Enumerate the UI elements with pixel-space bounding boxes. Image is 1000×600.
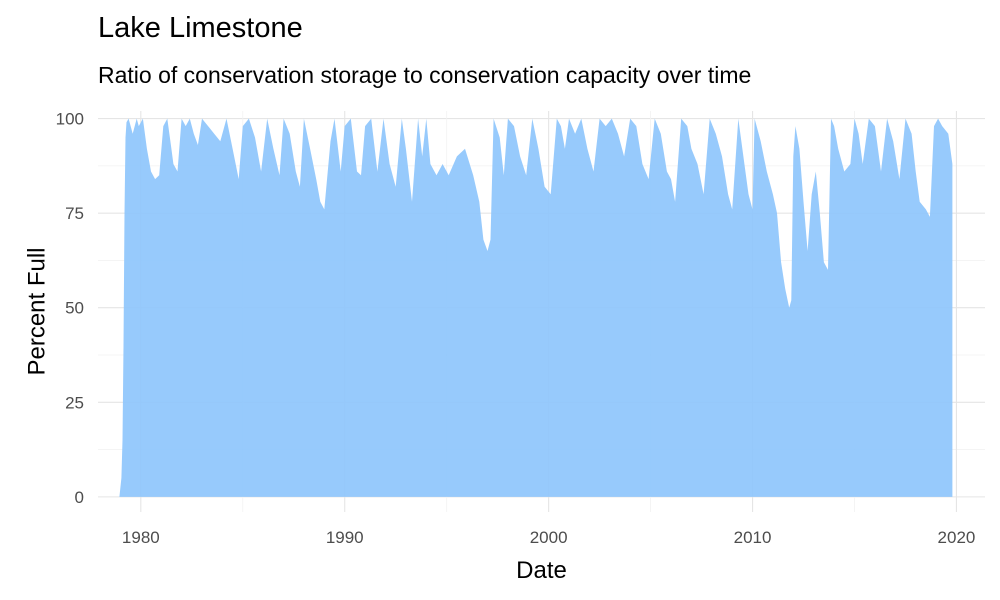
y-tick-label: 50 bbox=[65, 299, 84, 318]
y-tick-label: 25 bbox=[65, 393, 84, 412]
chart-title: Lake Limestone bbox=[98, 12, 303, 44]
storage-area bbox=[119, 118, 953, 497]
y-tick-labels: 0 25 50 75 100 bbox=[56, 110, 84, 507]
chart-subtitle: Ratio of conservation storage to conserv… bbox=[98, 62, 752, 88]
x-tick-label: 2010 bbox=[734, 528, 772, 547]
x-tick-label: 2000 bbox=[530, 528, 568, 547]
y-axis-title: Percent Full bbox=[23, 247, 50, 375]
data-area bbox=[119, 118, 953, 497]
x-tick-labels: 1980 1990 2000 2010 2020 bbox=[122, 528, 975, 547]
x-tick-label: 1990 bbox=[326, 528, 364, 547]
x-tick-label: 1980 bbox=[122, 528, 160, 547]
y-tick-label: 100 bbox=[56, 110, 84, 129]
x-tick-label: 2020 bbox=[938, 528, 976, 547]
x-axis-title: Date bbox=[516, 557, 567, 584]
y-tick-label: 0 bbox=[75, 488, 84, 507]
y-tick-label: 75 bbox=[65, 204, 84, 223]
